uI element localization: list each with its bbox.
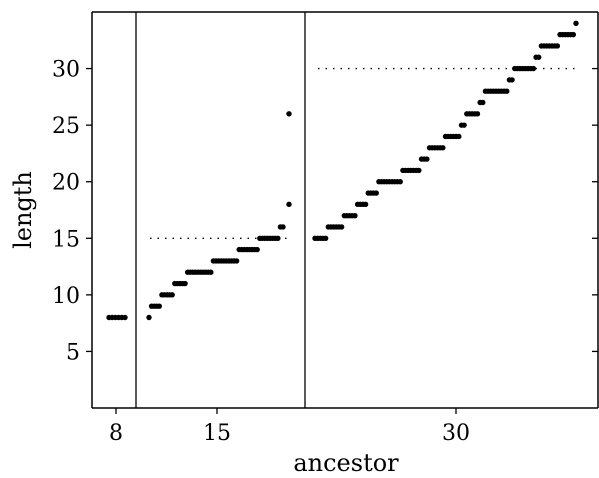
data-point-ancestor-15 — [182, 280, 188, 287]
outlier-point-ancestor-15 — [286, 111, 292, 117]
data-point-ancestor-15 — [208, 269, 214, 275]
data-point-ancestor-15 — [254, 246, 260, 253]
data-point-ancestor-30 — [362, 201, 369, 208]
data-point-ancestor-30 — [461, 122, 467, 128]
data-point-ancestor-15 — [156, 303, 163, 309]
data-point-ancestor-15 — [146, 314, 152, 321]
data-point-ancestor-30 — [322, 235, 329, 241]
y-tick-label: 5 — [66, 340, 80, 365]
data-point-ancestor-30 — [416, 167, 422, 174]
data-point-ancestor-30 — [373, 190, 379, 196]
y-tick-label: 25 — [52, 114, 80, 139]
x-axis-label: ancestor — [293, 449, 399, 474]
x-tick-label: 30 — [442, 421, 470, 446]
data-point-ancestor-30 — [424, 156, 430, 162]
data-point-ancestor-30 — [530, 65, 537, 72]
data-point-ancestor-30 — [536, 54, 542, 60]
data-point-ancestor-30 — [338, 224, 345, 230]
data-point-ancestor-30 — [440, 145, 446, 151]
data-point-ancestor-15 — [275, 235, 281, 241]
data-points — [106, 20, 579, 321]
data-point-ancestor-30 — [474, 111, 481, 117]
x-axis: 8 15 30 — [109, 408, 470, 446]
data-point-ancestor-30 — [480, 99, 486, 106]
data-point-ancestor-15 — [280, 224, 286, 230]
data-point-ancestor-30 — [570, 31, 577, 38]
y-tick-label: 30 — [52, 58, 80, 83]
data-point-ancestor-30 — [504, 88, 510, 94]
data-point-ancestor-30 — [554, 43, 561, 49]
data-point-ancestor-15 — [233, 258, 240, 264]
plot-frame — [91, 11, 599, 409]
data-point-ancestor-30 — [509, 77, 515, 83]
outlier-point-ancestor-15 — [286, 201, 292, 208]
y-axis: 5 10 15 20 25 30 — [52, 58, 598, 365]
y-tick-label: 10 — [52, 284, 80, 309]
data-point-ancestor-15 — [169, 292, 175, 298]
group-dividers — [135, 12, 306, 408]
y-tick-label: 15 — [52, 227, 80, 252]
data-point-ancestor-30 — [397, 179, 403, 185]
data-point-ancestor-30 — [456, 133, 462, 140]
data-point-ancestor-30 — [573, 20, 579, 27]
reference-lines — [150, 67, 578, 239]
x-tick-label: 8 — [109, 421, 123, 446]
data-point-ancestor-30 — [352, 212, 358, 219]
y-axis-label: length — [9, 171, 37, 249]
y-tick-label: 20 — [52, 171, 80, 196]
data-point-ancestor-8 — [122, 314, 128, 321]
x-tick-label: 15 — [203, 421, 231, 446]
